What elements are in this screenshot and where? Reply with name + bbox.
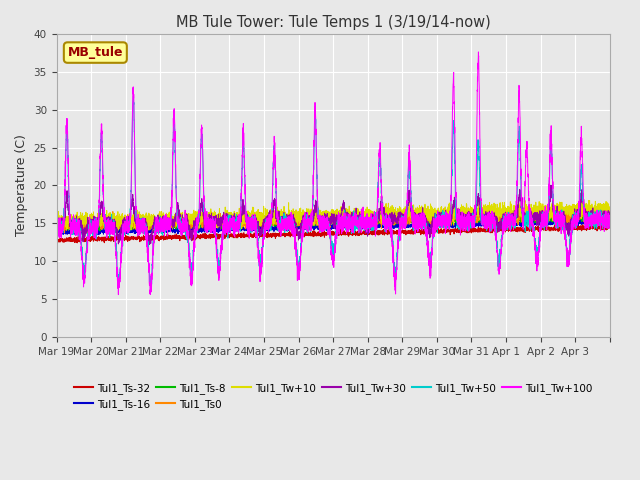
Tul1_Ts0 — [606, 214, 614, 220]
Tul1_Tw+50 — [147, 281, 154, 287]
Tul1_Tw+10 — [606, 206, 614, 212]
Title: MB Tule Tower: Tule Temps 1 (3/19/14-now): MB Tule Tower: Tule Temps 1 (3/19/14-now… — [176, 15, 490, 30]
Tul1_Tw+100 — [512, 212, 520, 217]
Line: Tul1_Ts-16: Tul1_Ts-16 — [56, 218, 610, 235]
Tul1_Ts-32 — [52, 238, 60, 244]
Tul1_Ts-32 — [485, 227, 493, 233]
Tul1_Tw+50 — [129, 93, 137, 99]
Tul1_Tw+50 — [485, 212, 493, 217]
Tul1_Tw+100 — [115, 292, 122, 298]
Tul1_Tw+10 — [383, 205, 391, 211]
Tul1_Tw+50 — [52, 227, 60, 232]
Tul1_Ts-16 — [593, 215, 600, 221]
Tul1_Tw+10 — [485, 208, 493, 214]
Tul1_Tw+30 — [146, 241, 154, 247]
Tul1_Tw+100 — [354, 220, 362, 226]
Tul1_Ts-16 — [485, 221, 493, 227]
Tul1_Ts-16 — [527, 222, 534, 228]
Tul1_Ts-8 — [512, 212, 520, 218]
Tul1_Ts-32 — [354, 231, 362, 237]
Text: MB_tule: MB_tule — [68, 46, 123, 59]
Tul1_Tw+50 — [512, 211, 520, 217]
Legend: Tul1_Ts-32, Tul1_Ts-16, Tul1_Ts-8, Tul1_Ts0, Tul1_Tw+10, Tul1_Tw+30, Tul1_Tw+50,: Tul1_Ts-32, Tul1_Ts-16, Tul1_Ts-8, Tul1_… — [70, 378, 596, 414]
Tul1_Ts-32 — [168, 233, 175, 239]
Tul1_Ts-16 — [52, 229, 60, 235]
Tul1_Tw+10 — [527, 209, 534, 215]
Tul1_Tw+30 — [485, 221, 493, 227]
Tul1_Tw+50 — [606, 222, 614, 228]
Tul1_Ts-8 — [383, 216, 391, 222]
Tul1_Tw+100 — [485, 224, 493, 229]
Tul1_Ts-8 — [52, 224, 60, 230]
Tul1_Ts-8 — [527, 217, 534, 223]
Tul1_Tw+10 — [52, 216, 60, 222]
Line: Tul1_Ts-8: Tul1_Ts-8 — [56, 213, 610, 231]
Y-axis label: Temperature (C): Temperature (C) — [15, 134, 28, 236]
Tul1_Tw+30 — [512, 215, 520, 221]
Line: Tul1_Tw+30: Tul1_Tw+30 — [56, 185, 610, 244]
Tul1_Ts-8 — [96, 228, 104, 234]
Tul1_Ts0 — [53, 231, 61, 237]
Tul1_Ts-16 — [354, 222, 362, 228]
Line: Tul1_Tw+10: Tul1_Tw+10 — [56, 200, 610, 233]
Tul1_Tw+10 — [521, 197, 529, 203]
Tul1_Ts-32 — [512, 226, 520, 232]
Tul1_Ts-16 — [606, 218, 614, 224]
Tul1_Ts0 — [604, 202, 612, 207]
Tul1_Ts-32 — [606, 224, 614, 229]
Tul1_Tw+50 — [527, 213, 534, 218]
Tul1_Tw+100 — [527, 221, 534, 227]
Tul1_Tw+100 — [168, 200, 175, 206]
Tul1_Tw+10 — [512, 206, 520, 212]
Tul1_Ts-8 — [589, 210, 596, 216]
Tul1_Ts-32 — [527, 224, 534, 230]
Tul1_Tw+100 — [475, 49, 483, 55]
Tul1_Tw+50 — [383, 222, 391, 228]
Tul1_Tw+30 — [527, 212, 534, 217]
Tul1_Tw+50 — [168, 204, 175, 210]
Tul1_Tw+30 — [606, 209, 614, 215]
Tul1_Ts0 — [354, 216, 362, 221]
Line: Tul1_Ts0: Tul1_Ts0 — [56, 204, 610, 234]
Tul1_Tw+30 — [354, 219, 362, 225]
Tul1_Ts-32 — [575, 222, 582, 228]
Tul1_Tw+50 — [354, 215, 362, 220]
Tul1_Ts-8 — [485, 216, 493, 222]
Tul1_Ts-16 — [383, 223, 391, 229]
Tul1_Ts0 — [52, 216, 60, 222]
Tul1_Ts-8 — [606, 213, 614, 219]
Tul1_Tw+100 — [52, 219, 60, 225]
Tul1_Ts-32 — [383, 229, 391, 235]
Tul1_Ts-16 — [92, 232, 99, 238]
Tul1_Ts-8 — [354, 220, 362, 226]
Tul1_Ts-16 — [512, 222, 520, 228]
Line: Tul1_Ts-32: Tul1_Ts-32 — [56, 225, 610, 243]
Tul1_Ts0 — [383, 218, 391, 224]
Tul1_Ts0 — [527, 210, 534, 216]
Tul1_Ts-32 — [74, 240, 81, 246]
Tul1_Tw+30 — [168, 216, 175, 222]
Tul1_Tw+30 — [383, 219, 391, 225]
Line: Tul1_Tw+50: Tul1_Tw+50 — [56, 96, 610, 284]
Tul1_Ts0 — [168, 225, 175, 230]
Tul1_Tw+100 — [383, 217, 391, 223]
Tul1_Ts-16 — [168, 227, 175, 232]
Tul1_Tw+30 — [547, 182, 555, 188]
Tul1_Ts0 — [485, 206, 493, 212]
Tul1_Tw+10 — [354, 208, 362, 214]
Line: Tul1_Tw+100: Tul1_Tw+100 — [56, 52, 610, 295]
Tul1_Tw+100 — [606, 213, 614, 219]
Tul1_Tw+10 — [168, 213, 175, 219]
Tul1_Tw+30 — [52, 225, 60, 230]
Tul1_Ts-8 — [168, 221, 175, 227]
Tul1_Tw+10 — [53, 230, 61, 236]
Tul1_Ts0 — [512, 215, 520, 221]
